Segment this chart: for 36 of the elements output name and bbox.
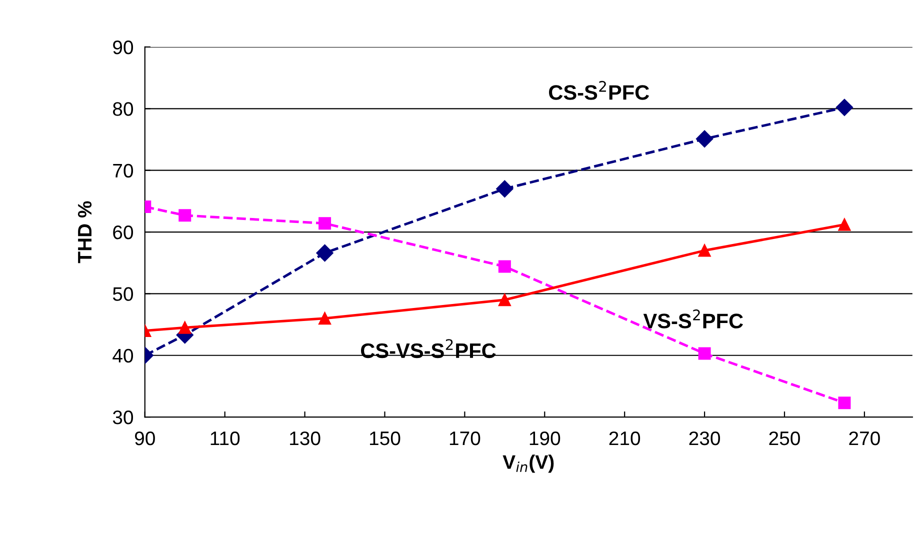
x-tick-label: 130 bbox=[290, 431, 320, 446]
point bbox=[318, 217, 332, 230]
y-tick-label: 50 bbox=[112, 287, 134, 301]
point bbox=[178, 321, 192, 334]
x-tick-label: 250 bbox=[769, 431, 800, 446]
y-tick-label: 90 bbox=[113, 40, 134, 54]
y-tick-label: 80 bbox=[112, 102, 134, 116]
point bbox=[178, 209, 192, 222]
y-tick-label: 30 bbox=[112, 410, 134, 424]
y-tick-label: 60 bbox=[113, 225, 134, 240]
x-tick-label: 150 bbox=[370, 431, 400, 446]
y-axis-title: THD % bbox=[78, 201, 92, 264]
text: CS-S$^{2}$PFC bbox=[549, 80, 650, 100]
x-axis-title: V$_{in}$(V) bbox=[502, 454, 554, 473]
x-tick-label: 230 bbox=[689, 431, 720, 446]
x-tick-label: 170 bbox=[450, 431, 480, 446]
point bbox=[698, 347, 711, 360]
y-tick-label: 40 bbox=[112, 348, 134, 363]
point bbox=[836, 98, 854, 116]
point bbox=[698, 244, 711, 257]
series-label: VS-S$^{2}$PFC bbox=[643, 309, 743, 328]
x-tick-label: 190 bbox=[530, 431, 560, 446]
x-tick-label: 90 bbox=[134, 431, 155, 446]
y-tick-label: 70 bbox=[113, 164, 134, 178]
point bbox=[498, 294, 511, 306]
x-tick-label: 110 bbox=[210, 431, 240, 446]
point bbox=[838, 218, 851, 231]
point bbox=[316, 244, 334, 262]
series-label: CS-VS-S$^{2}$PFC bbox=[361, 339, 496, 358]
point bbox=[838, 396, 851, 410]
point bbox=[696, 130, 714, 148]
x-tick-label: 210 bbox=[609, 431, 640, 446]
point bbox=[498, 260, 511, 273]
point bbox=[496, 180, 514, 198]
x-tick-label: 270 bbox=[849, 431, 880, 446]
point bbox=[318, 312, 332, 325]
